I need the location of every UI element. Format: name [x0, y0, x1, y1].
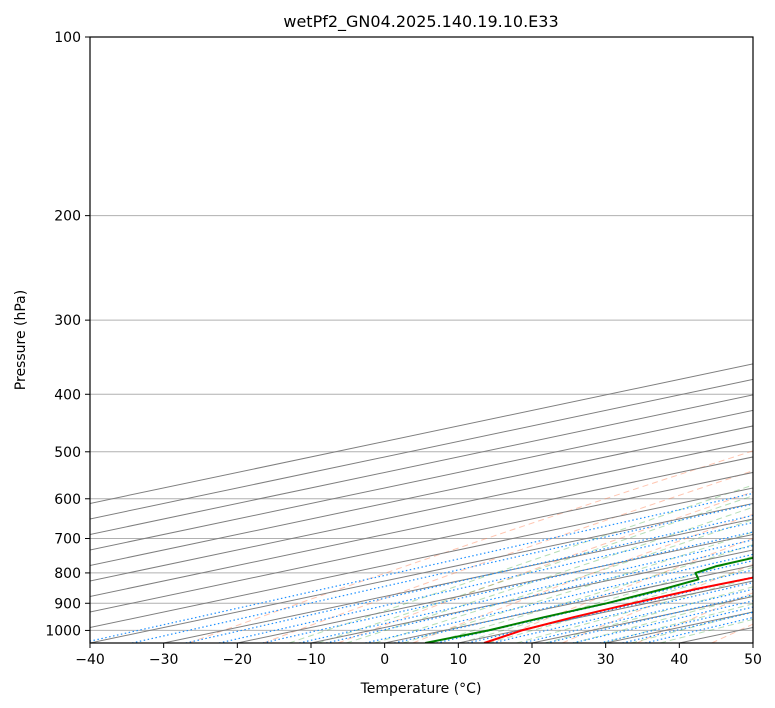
- mixing-ratio-line: [90, 492, 753, 642]
- plot-frame: [89, 36, 754, 644]
- dry-adiabat: [487, 537, 753, 643]
- moist-adiabat: [288, 484, 753, 643]
- x-tick-label: −20: [223, 652, 253, 668]
- mixing-ratio-line: [325, 545, 753, 643]
- isotherm-line: [237, 533, 753, 643]
- x-tick-label: −10: [296, 652, 326, 668]
- mixing-ratio-line: [299, 539, 753, 643]
- moist-adiabat: [487, 566, 753, 643]
- mixing-ratio-line: [492, 581, 753, 643]
- y-tick-label: 200: [54, 209, 81, 225]
- x-tick-label: 50: [744, 652, 762, 668]
- y-tick-label: 300: [54, 313, 81, 329]
- temperature-profile: [483, 576, 753, 643]
- isotherm-line: [90, 471, 753, 613]
- moist-adiabat: [402, 531, 753, 643]
- isotherm-line: [90, 487, 753, 629]
- y-tick-label: 100: [54, 30, 81, 46]
- dewpoint-profile: [425, 556, 753, 643]
- isotherm-line: [163, 518, 753, 643]
- x-tick-label: −30: [149, 652, 179, 668]
- y-tick-label: 400: [54, 387, 81, 403]
- y-tick-label: 600: [54, 492, 81, 508]
- mixing-ratio-line: [394, 560, 753, 643]
- x-tick-label: 40: [670, 652, 688, 668]
- y-tick-label: 700: [54, 532, 81, 548]
- chart-title: wetPf2_GN04.2025.140.19.10.E33: [283, 12, 558, 32]
- x-tick-label: 20: [523, 652, 541, 668]
- isotherm-line: [90, 440, 753, 582]
- mixing-ratio-line: [185, 514, 753, 643]
- y-axis-title: Pressure (hPa): [13, 290, 29, 390]
- dry-adiabat: [412, 513, 753, 643]
- isotherm-line: [90, 456, 753, 597]
- y-tick-label: 900: [54, 596, 81, 612]
- y-tick-label: 1000: [45, 623, 81, 639]
- isotherm-line: [90, 409, 753, 551]
- y-tick-label: 800: [54, 566, 81, 582]
- isotherm-line: [90, 502, 753, 643]
- isotherm-line: [90, 425, 753, 566]
- moist-adiabat: [459, 555, 753, 643]
- x-tick-label: 30: [597, 652, 615, 668]
- moist-adiabat: [317, 495, 753, 643]
- dry-adiabat: [188, 450, 753, 643]
- x-tick-label: 10: [449, 652, 467, 668]
- x-axis-title: Temperature (°C): [360, 681, 482, 697]
- y-tick-label: 500: [54, 445, 81, 461]
- x-tick-label: −40: [75, 652, 105, 668]
- x-tick-label: 0: [380, 652, 389, 668]
- mixing-ratio-line: [467, 576, 753, 643]
- mixing-ratio-line: [521, 588, 753, 643]
